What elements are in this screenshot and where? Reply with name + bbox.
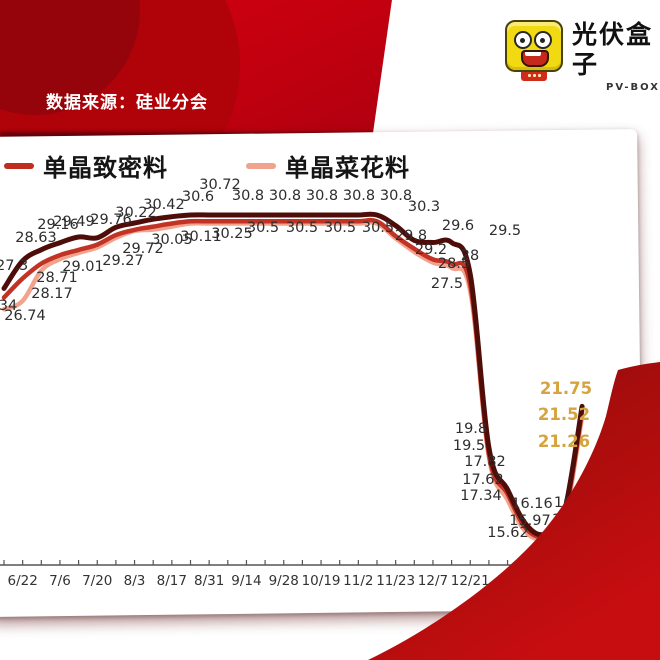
point-value-label: 16.19 [549,529,591,545]
point-value-label: 29.16 [37,217,79,233]
robot-base-icon [521,70,547,81]
price-line-chart: 6/22 7/6 7/20 8/3 8/17 8/31 9/14 9/28 10/19 11/2 1… [0,177,593,589]
x-axis-label: 11/2 [343,573,373,589]
point-value-label: 17.34 [460,488,502,504]
point-value-label: 30.72 [199,177,241,193]
point-value-label: 30.8 [343,188,375,204]
point-value-label: 30.3 [408,199,440,215]
point-value-label: 30.11 [180,229,222,245]
point-value-label: 30.8 [306,188,338,204]
highlighted-value-label: 21.75 [540,379,592,398]
point-value-label: 30.05 [151,232,193,248]
legend-item-cauliflower: 单晶菜花料 [246,148,410,183]
x-axis-label: 8/17 [157,573,187,589]
point-value-label: 29.72 [122,241,164,257]
legend-label-dense: 单晶致密料 [43,154,168,182]
point-value-label: 30.22 [115,205,157,221]
point-value-label: 29.49 [53,214,95,230]
x-axis-label: 6/22 [7,573,37,589]
robot-eye-right-icon [534,31,552,49]
x-axis-label: 11/23 [376,573,415,589]
x-axis-label: 1/4 [497,573,519,589]
point-value-label: 30.6 [182,189,214,205]
point-value-label: 34 [0,298,17,314]
point-value-label: 26.74 [4,308,46,324]
legend-marker-cauliflower [246,162,276,169]
x-axis-label: 7/6 [49,573,71,589]
x-axis-label: 12/21 [451,573,490,589]
point-value-label: 28.63 [15,230,57,246]
point-value-label: 16.6 [554,495,586,511]
point-value-label: 19.8 [455,421,487,437]
point-value-label: 28 [461,248,479,264]
point-value-label: 30.25 [211,226,253,242]
point-value-label: 19.5 [453,438,485,454]
legend-item-dense: 单晶致密料 [4,148,168,183]
point-value-label: 27.5 [431,276,463,292]
point-value-label: 29.01 [62,259,104,275]
highlighted-value-label: 21.26 [538,432,590,451]
point-value-label: 16.4 [552,512,584,528]
point-value-label: 29.8 [395,228,427,244]
point-value-label: 28.17 [31,286,73,302]
point-value-label: 29.27 [102,253,144,269]
point-value-label: 17.82 [464,454,506,470]
point-value-label: 30.8 [269,188,301,204]
point-value-label: 15.62 [487,525,529,541]
chart-panel: 单晶致密料 单晶菜花料 6/22 7/6 7/20 8/3 8/17 8/31 9/14 9/… [0,134,640,612]
x-axis-label: 8/31 [194,573,224,589]
point-value-label: 27.3 [0,258,28,274]
point-value-label: 30.8 [380,188,412,204]
point-value-label: 17.62 [462,472,504,488]
red-background-shape: 数据来源：硅业分会 [0,0,392,141]
point-value-label: 30.5 [324,220,356,236]
x-axis-label: 2/1 [571,573,593,589]
data-source-label: 数据来源：硅业分会 [46,93,208,113]
point-value-label: 29.6 [442,218,474,234]
robot-eye-left-icon [514,31,532,49]
point-value-label: 16.16 [511,496,553,512]
logo-title: 光伏盒子 [572,20,654,79]
point-value-label: 28.5 [438,256,470,272]
logo-subtitle: PV-BOX [606,82,660,93]
x-axis-label: 12/7 [418,573,448,589]
point-value-label: 29.2 [415,242,447,258]
x-axis-label: 7/20 [82,573,112,589]
x-axis-label: 9/28 [269,573,299,589]
point-value-label: 30.5 [286,220,318,236]
x-axis-label: 8/3 [124,573,146,589]
point-value-label: 29.5 [489,223,521,239]
x-axis-label: 9/14 [231,573,261,589]
point-value-label: 30.8 [232,188,264,204]
robot-mouth-icon [521,50,549,67]
x-axis-label: 1/18 [530,573,560,589]
legend-label-cauliflower: 单晶菜花料 [285,154,410,182]
legend-marker-dense [4,162,34,169]
pv-box-logo: 光伏盒子 PV-BOX [505,20,660,93]
point-value-label: 30.5 [362,220,394,236]
x-axis-label: 10/19 [302,573,341,589]
point-value-label: 29.76 [90,212,132,228]
point-value-label: 28.71 [36,270,78,286]
highlighted-value-label: 21.52 [538,405,590,424]
point-value-label: 30.42 [143,197,185,213]
robot-box-icon [505,20,563,81]
point-value-label: 30.5 [247,220,279,236]
